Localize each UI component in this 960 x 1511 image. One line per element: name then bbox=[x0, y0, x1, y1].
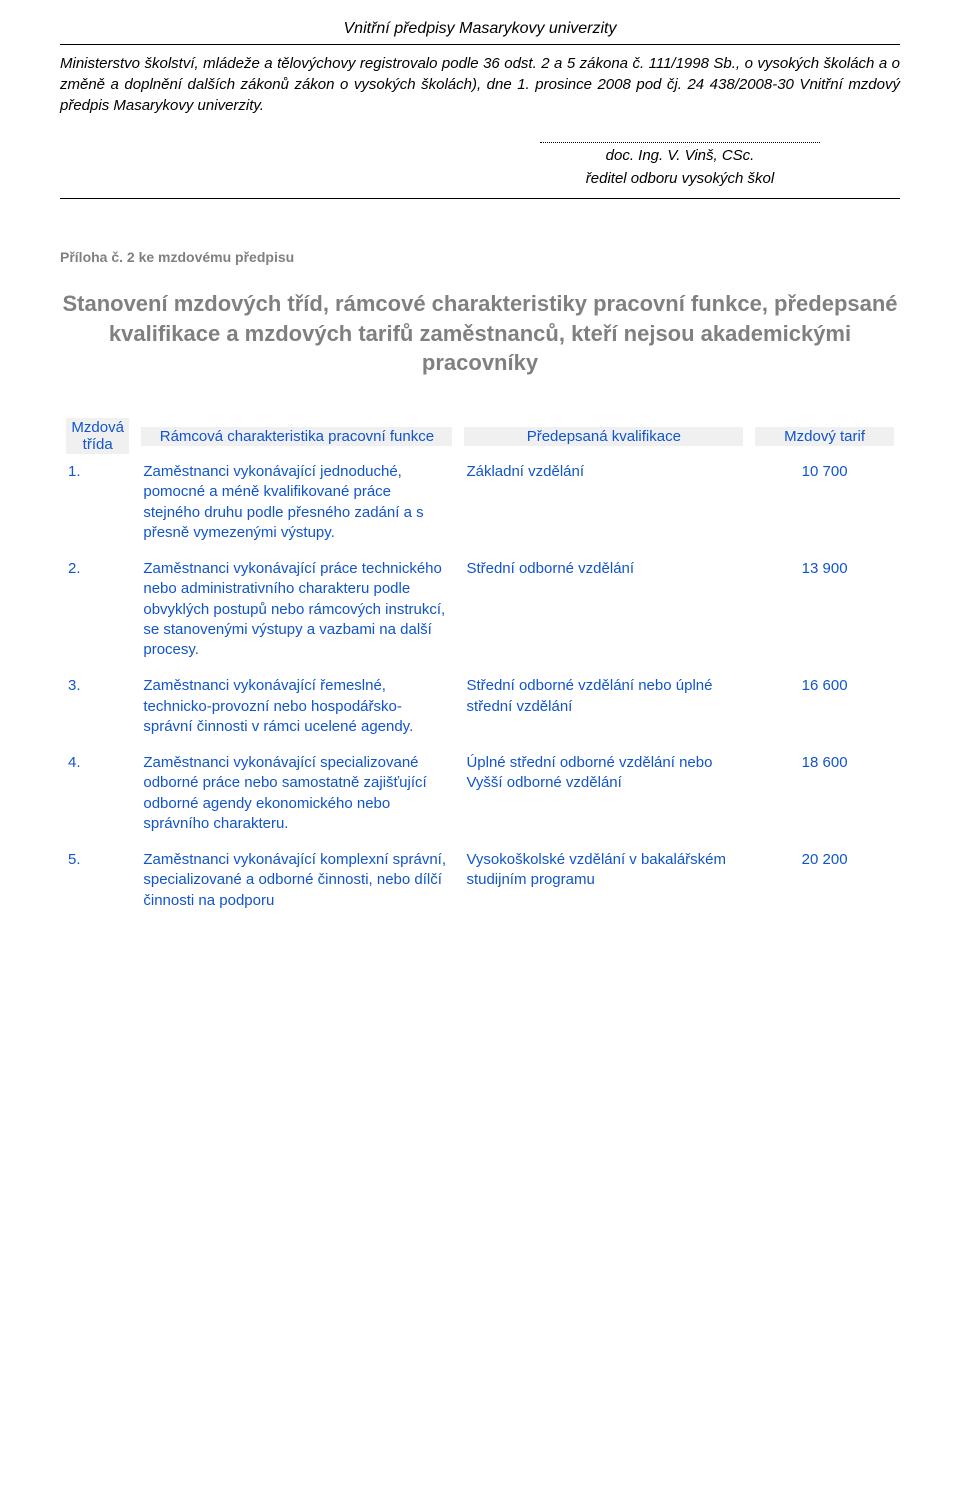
th-qual: Předepsaná kvalifikace bbox=[458, 414, 749, 458]
cell-desc: Zaměstnanci vykonávající jednoduché, pom… bbox=[135, 458, 458, 555]
cell-tarif: 10 700 bbox=[749, 458, 900, 555]
signature-role: ředitel odboru vysokých škol bbox=[540, 168, 820, 191]
signature-name: doc. Ing. V. Vinš, CSc. bbox=[540, 145, 820, 168]
cell-index: 5. bbox=[60, 846, 135, 923]
cell-qual: Úplné střední odborné vzdělání nebo Vyšš… bbox=[458, 749, 749, 846]
cell-tarif: 20 200 bbox=[749, 846, 900, 923]
signature-dots bbox=[540, 142, 820, 143]
cell-index: 2. bbox=[60, 555, 135, 672]
table-row: 5. Zaměstnanci vykonávající komplexní sp… bbox=[60, 846, 900, 923]
cell-desc: Zaměstnanci vykonávající specializované … bbox=[135, 749, 458, 846]
salary-table: Mzdová třída Rámcová charakteristika pra… bbox=[60, 414, 900, 923]
table-header-row: Mzdová třída Rámcová charakteristika pra… bbox=[60, 414, 900, 458]
table-row: 2. Zaměstnanci vykonávající práce techni… bbox=[60, 555, 900, 672]
signature-divider bbox=[60, 198, 900, 199]
cell-index: 1. bbox=[60, 458, 135, 555]
th-tarif: Mzdový tarif bbox=[749, 414, 900, 458]
signature-block: doc. Ing. V. Vinš, CSc. ředitel odboru v… bbox=[60, 142, 900, 190]
main-title: Stanovení mzdových tříd, rámcové charakt… bbox=[60, 289, 900, 378]
cell-qual: Střední odborné vzdělání nebo úplné stře… bbox=[458, 672, 749, 749]
cell-tarif: 16 600 bbox=[749, 672, 900, 749]
cell-desc: Zaměstnanci vykonávající řemeslné, techn… bbox=[135, 672, 458, 749]
cell-index: 4. bbox=[60, 749, 135, 846]
table-row: 3. Zaměstnanci vykonávající řemeslné, te… bbox=[60, 672, 900, 749]
cell-qual: Základní vzdělání bbox=[458, 458, 749, 555]
th-desc: Rámcová charakteristika pracovní funkce bbox=[135, 414, 458, 458]
cell-qual: Vysokoškolské vzdělání v bakalářském stu… bbox=[458, 846, 749, 923]
table-row: 4. Zaměstnanci vykonávající specializova… bbox=[60, 749, 900, 846]
cell-qual: Střední odborné vzdělání bbox=[458, 555, 749, 672]
th-class: Mzdová třída bbox=[60, 414, 135, 458]
cell-tarif: 18 600 bbox=[749, 749, 900, 846]
attachment-label: Příloha č. 2 ke mzdovému předpisu bbox=[60, 249, 900, 265]
cell-desc: Zaměstnanci vykonávající práce technické… bbox=[135, 555, 458, 672]
page-header-title: Vnitřní předpisy Masarykovy univerzity bbox=[60, 20, 900, 38]
cell-index: 3. bbox=[60, 672, 135, 749]
intro-paragraph: Ministerstvo školství, mládeže a tělovýc… bbox=[60, 53, 900, 116]
cell-desc: Zaměstnanci vykonávající komplexní správ… bbox=[135, 846, 458, 923]
table-row: 1. Zaměstnanci vykonávající jednoduché, … bbox=[60, 458, 900, 555]
cell-tarif: 13 900 bbox=[749, 555, 900, 672]
header-divider bbox=[60, 44, 900, 45]
